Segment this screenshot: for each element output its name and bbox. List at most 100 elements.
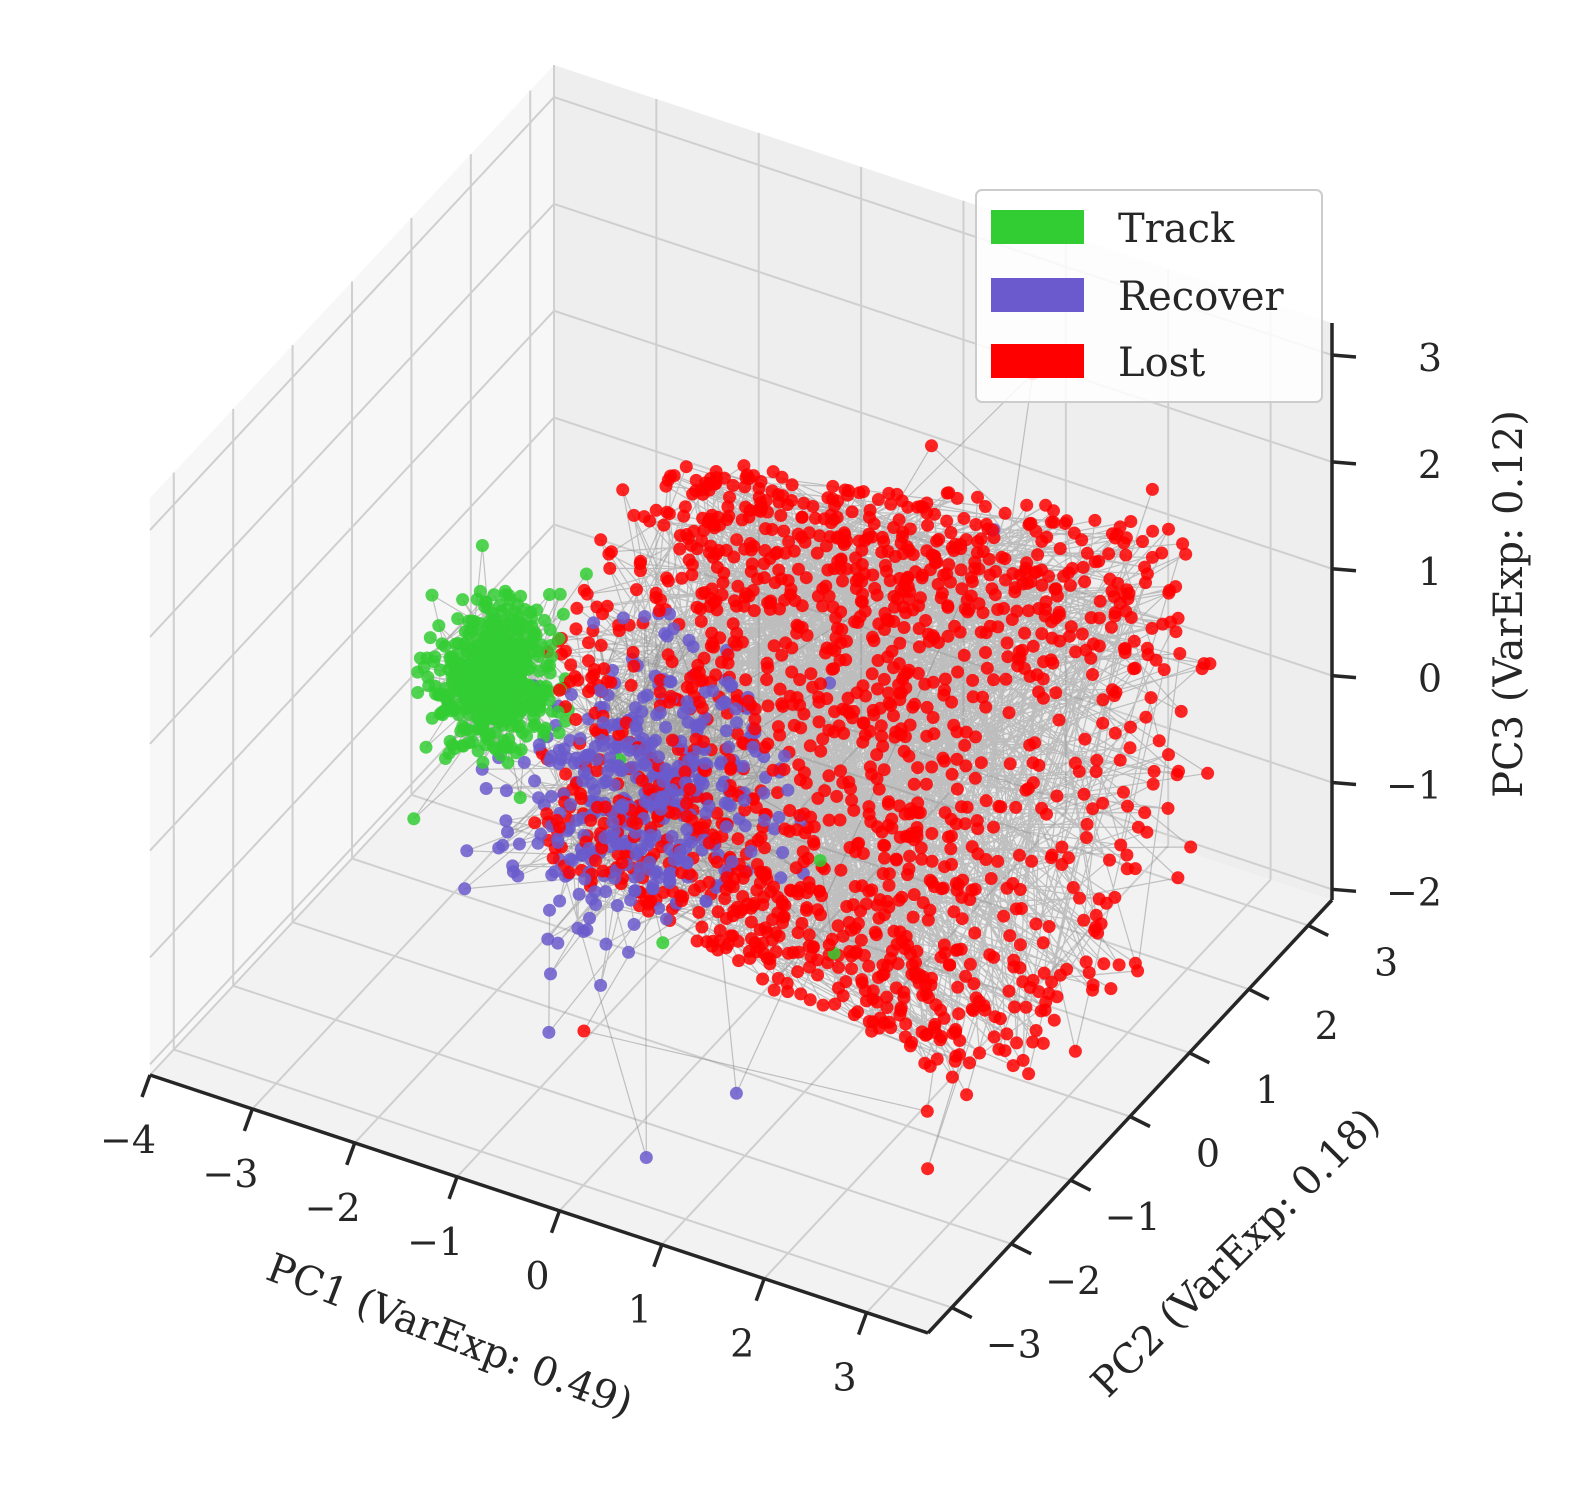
point-lost (1026, 639, 1040, 653)
point-lost (928, 556, 942, 570)
point-lost (709, 465, 723, 478)
point-lost (745, 932, 758, 946)
point-lost (1118, 642, 1132, 656)
point-lost (738, 803, 752, 817)
point-track (419, 740, 433, 754)
point-lost (828, 997, 842, 1011)
point-lost (785, 478, 799, 492)
point-track (559, 714, 572, 728)
x-tick-label: 0 (525, 1254, 549, 1298)
point-lost (1000, 636, 1014, 650)
point-lost (1034, 1004, 1048, 1018)
point-recover (686, 640, 700, 654)
point-lost (1082, 966, 1096, 980)
point-lost (906, 700, 920, 714)
point-recover (606, 815, 620, 829)
point-lost (769, 926, 783, 940)
point-lost (795, 510, 809, 524)
point-lost (683, 782, 697, 796)
point-lost (1113, 520, 1127, 534)
point-lost (971, 535, 985, 549)
point-track (487, 710, 501, 724)
point-lost (1013, 645, 1026, 658)
point-lost (947, 905, 961, 919)
point-lost (953, 1034, 967, 1047)
point-lost (641, 904, 655, 918)
point-lost (1055, 858, 1069, 871)
point-lost (878, 839, 892, 853)
point-track (496, 633, 510, 647)
point-recover (665, 829, 679, 843)
point-lost (829, 611, 843, 625)
point-recover (642, 862, 656, 876)
point-lost (1063, 578, 1077, 592)
point-recover (737, 793, 751, 807)
point-lost (877, 851, 891, 865)
point-lost (590, 600, 604, 614)
point-lost (914, 499, 928, 513)
point-lost (1128, 661, 1142, 675)
point-lost (965, 883, 979, 897)
point-lost (600, 599, 614, 613)
point-lost (665, 655, 679, 669)
point-lost (1119, 604, 1133, 618)
point-lost (1037, 966, 1051, 980)
point-lost (748, 722, 762, 736)
point-lost (1049, 686, 1063, 700)
point-lost (1162, 522, 1175, 536)
point-lost (973, 1046, 986, 1060)
point-lost (612, 728, 626, 742)
point-lost (1108, 726, 1122, 740)
point-lost (630, 817, 643, 830)
point-lost (761, 699, 775, 713)
point-lost (1195, 662, 1209, 676)
point-lost (884, 497, 898, 511)
point-lost (797, 855, 811, 869)
point-lost (880, 1001, 894, 1015)
z-tick-label: 3 (1418, 336, 1442, 380)
point-lost (1124, 515, 1138, 528)
point-lost (702, 875, 716, 889)
point-lost (1045, 975, 1059, 989)
point-track (518, 603, 532, 616)
point-lost (951, 980, 965, 994)
point-lost (960, 1088, 974, 1102)
point-lost (1078, 732, 1092, 746)
point-recover (699, 894, 713, 908)
point-lost (942, 958, 956, 972)
point-recover (644, 828, 658, 842)
point-lost (771, 906, 785, 920)
point-lost (1002, 984, 1016, 998)
point-lost (980, 661, 994, 675)
point-lost (776, 916, 789, 930)
point-lost (1029, 1024, 1043, 1037)
point-lost (1078, 575, 1092, 589)
point-lost (1146, 524, 1160, 538)
point-lost (724, 761, 738, 775)
point-lost (570, 601, 584, 615)
point-lost (726, 909, 740, 923)
x-tick-label: −3 (202, 1152, 258, 1196)
point-lost (1013, 848, 1026, 862)
point-lost (963, 1056, 976, 1070)
point-track (435, 637, 449, 651)
point-track (503, 593, 517, 607)
point-lost (1145, 482, 1159, 496)
point-lost (854, 904, 867, 918)
point-recover (729, 702, 743, 716)
point-lost (965, 575, 979, 589)
point-lost (775, 648, 789, 662)
point-lost (835, 623, 849, 637)
point-lost (942, 830, 955, 844)
point-lost (675, 571, 689, 585)
point-lost (754, 504, 768, 518)
point-lost (836, 776, 850, 790)
point-lost (595, 841, 609, 855)
point-lost (1026, 973, 1040, 987)
point-lost (819, 539, 833, 553)
point-lost (842, 484, 855, 498)
point-recover (578, 872, 592, 886)
point-lost (852, 534, 866, 548)
point-lost (1031, 548, 1045, 562)
point-lost (690, 600, 704, 614)
